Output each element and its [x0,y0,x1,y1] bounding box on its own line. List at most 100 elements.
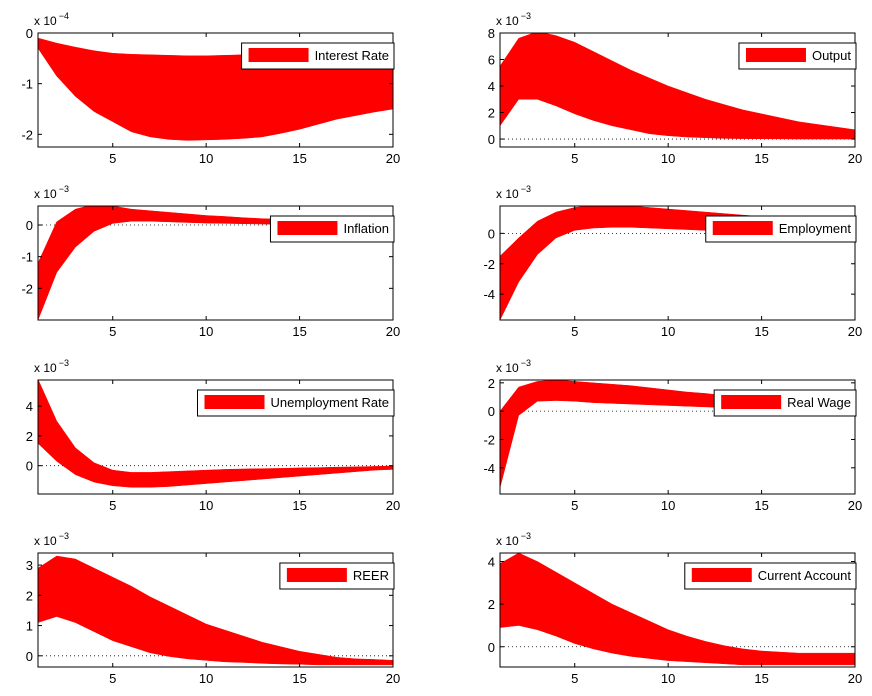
y-multiplier: x 10 −3 [496,184,531,201]
y-tick-label: -4 [483,461,495,476]
legend-swatch [277,221,338,235]
x-tick-label: 20 [386,671,400,686]
y-tick-label: 2 [26,588,33,603]
y-multiplier-exponent: −3 [59,358,69,368]
y-tick-label: 0 [488,226,495,241]
x-tick-label: 5 [571,498,578,513]
legend: Interest Rate [241,42,395,70]
axes-box [499,205,856,321]
legend-swatch [204,395,265,409]
y-tick-label: 0 [488,132,495,147]
x-tick-label: 20 [848,498,862,513]
y-multiplier-exponent: −3 [521,358,531,368]
y-tick-label: 2 [26,429,33,444]
y-tick-label: -2 [21,281,33,296]
subplot: 5 10 15 20 0 2 4x 10 −3 Current Account [488,531,862,686]
y-multiplier-exponent: −3 [59,531,69,541]
band [38,555,393,666]
subplot: 5 10 15 20 -4 -2 0 2x 10 −3 Real Wage [483,358,862,513]
y-tick-label: -1 [21,77,33,92]
x-tick-label: 10 [199,324,213,339]
legend-label: Real Wage [787,395,851,410]
band [500,553,855,666]
y-tick-label: 0 [488,640,495,655]
y-multiplier-base: x 10 [496,187,519,201]
y-tick-label: 4 [488,555,495,570]
y-multiplier: x 10 −3 [496,358,531,375]
y-tick-label: 0 [488,404,495,419]
subplot: 5 10 15 20 -2 -1 0 x 10 −3 Inflation [21,184,400,339]
legend-swatch [745,48,806,62]
y-multiplier-base: x 10 [496,14,519,28]
band [38,380,393,488]
y-multiplier-exponent: −4 [59,11,69,21]
subplot: 5 10 15 20 -2 -1 0x 10 −4 Interest Rate [21,11,400,166]
y-tick-label: 3 [26,558,33,573]
x-tick-label: 20 [848,324,862,339]
legend-swatch [721,395,782,409]
y-multiplier-base: x 10 [34,534,57,548]
axes-box [37,379,394,495]
legend: REER [279,562,395,590]
axes-box [499,379,856,495]
legend: Employment [705,215,857,243]
legend-label: Interest Rate [315,48,389,63]
legend-label: REER [353,568,389,583]
x-tick-label: 15 [754,324,768,339]
x-tick-label: 5 [571,671,578,686]
y-tick-label: 4 [488,79,495,94]
x-tick-label: 5 [571,324,578,339]
y-tick-label: 2 [488,106,495,121]
legend-label: Output [812,48,851,63]
x-tick-label: 20 [848,151,862,166]
x-tick-label: 10 [661,498,675,513]
y-tick-label: 6 [488,53,495,68]
x-tick-label: 15 [292,151,306,166]
x-tick-label: 5 [571,151,578,166]
y-multiplier-base: x 10 [34,14,57,28]
y-tick-label: -2 [21,127,33,142]
y-tick-label: 0 [26,459,33,474]
y-tick-label: 2 [488,376,495,391]
y-tick-label: -1 [21,250,33,265]
y-tick-label: 1 [26,619,33,634]
legend-label: Current Account [758,568,852,583]
x-tick-label: 5 [109,498,116,513]
axes-box [37,552,394,668]
subplot: 5 10 15 20 0 2 4 x 10 −3 Unemployment Rate [26,358,400,513]
axes-box [499,32,856,148]
x-tick-label: 10 [661,324,675,339]
x-tick-label: 5 [109,151,116,166]
x-tick-label: 15 [292,671,306,686]
y-multiplier-base: x 10 [496,534,519,548]
y-multiplier-exponent: −3 [521,184,531,194]
legend-swatch [691,568,752,582]
y-multiplier: x 10 −3 [496,11,531,28]
legend: Output [738,42,857,70]
x-tick-label: 10 [199,498,213,513]
axes-box [37,32,394,148]
y-tick-label: -2 [483,257,495,272]
legend: Inflation [269,215,395,243]
y-multiplier: x 10 −3 [34,184,69,201]
x-tick-label: 15 [292,498,306,513]
x-tick-label: 15 [754,498,768,513]
x-tick-label: 20 [386,324,400,339]
y-multiplier-exponent: −3 [521,531,531,541]
legend-label: Employment [779,221,852,236]
y-tick-label: 4 [26,399,33,414]
band [500,206,855,320]
y-multiplier-base: x 10 [496,361,519,375]
y-multiplier-exponent: −3 [521,11,531,21]
subplot: 5 10 15 20 -4 -2 0 x 10 −3 Employment [483,184,862,339]
y-multiplier-base: x 10 [34,361,57,375]
legend: Real Wage [713,389,857,417]
y-tick-label: 8 [488,26,495,41]
subplot: 5 10 15 20 0 1 2 3x 10 −3 REER [26,531,400,686]
y-tick-label: -4 [483,287,495,302]
y-multiplier: x 10 −3 [34,358,69,375]
x-tick-label: 20 [386,498,400,513]
x-tick-label: 15 [754,151,768,166]
y-multiplier: x 10 −4 [34,11,69,28]
